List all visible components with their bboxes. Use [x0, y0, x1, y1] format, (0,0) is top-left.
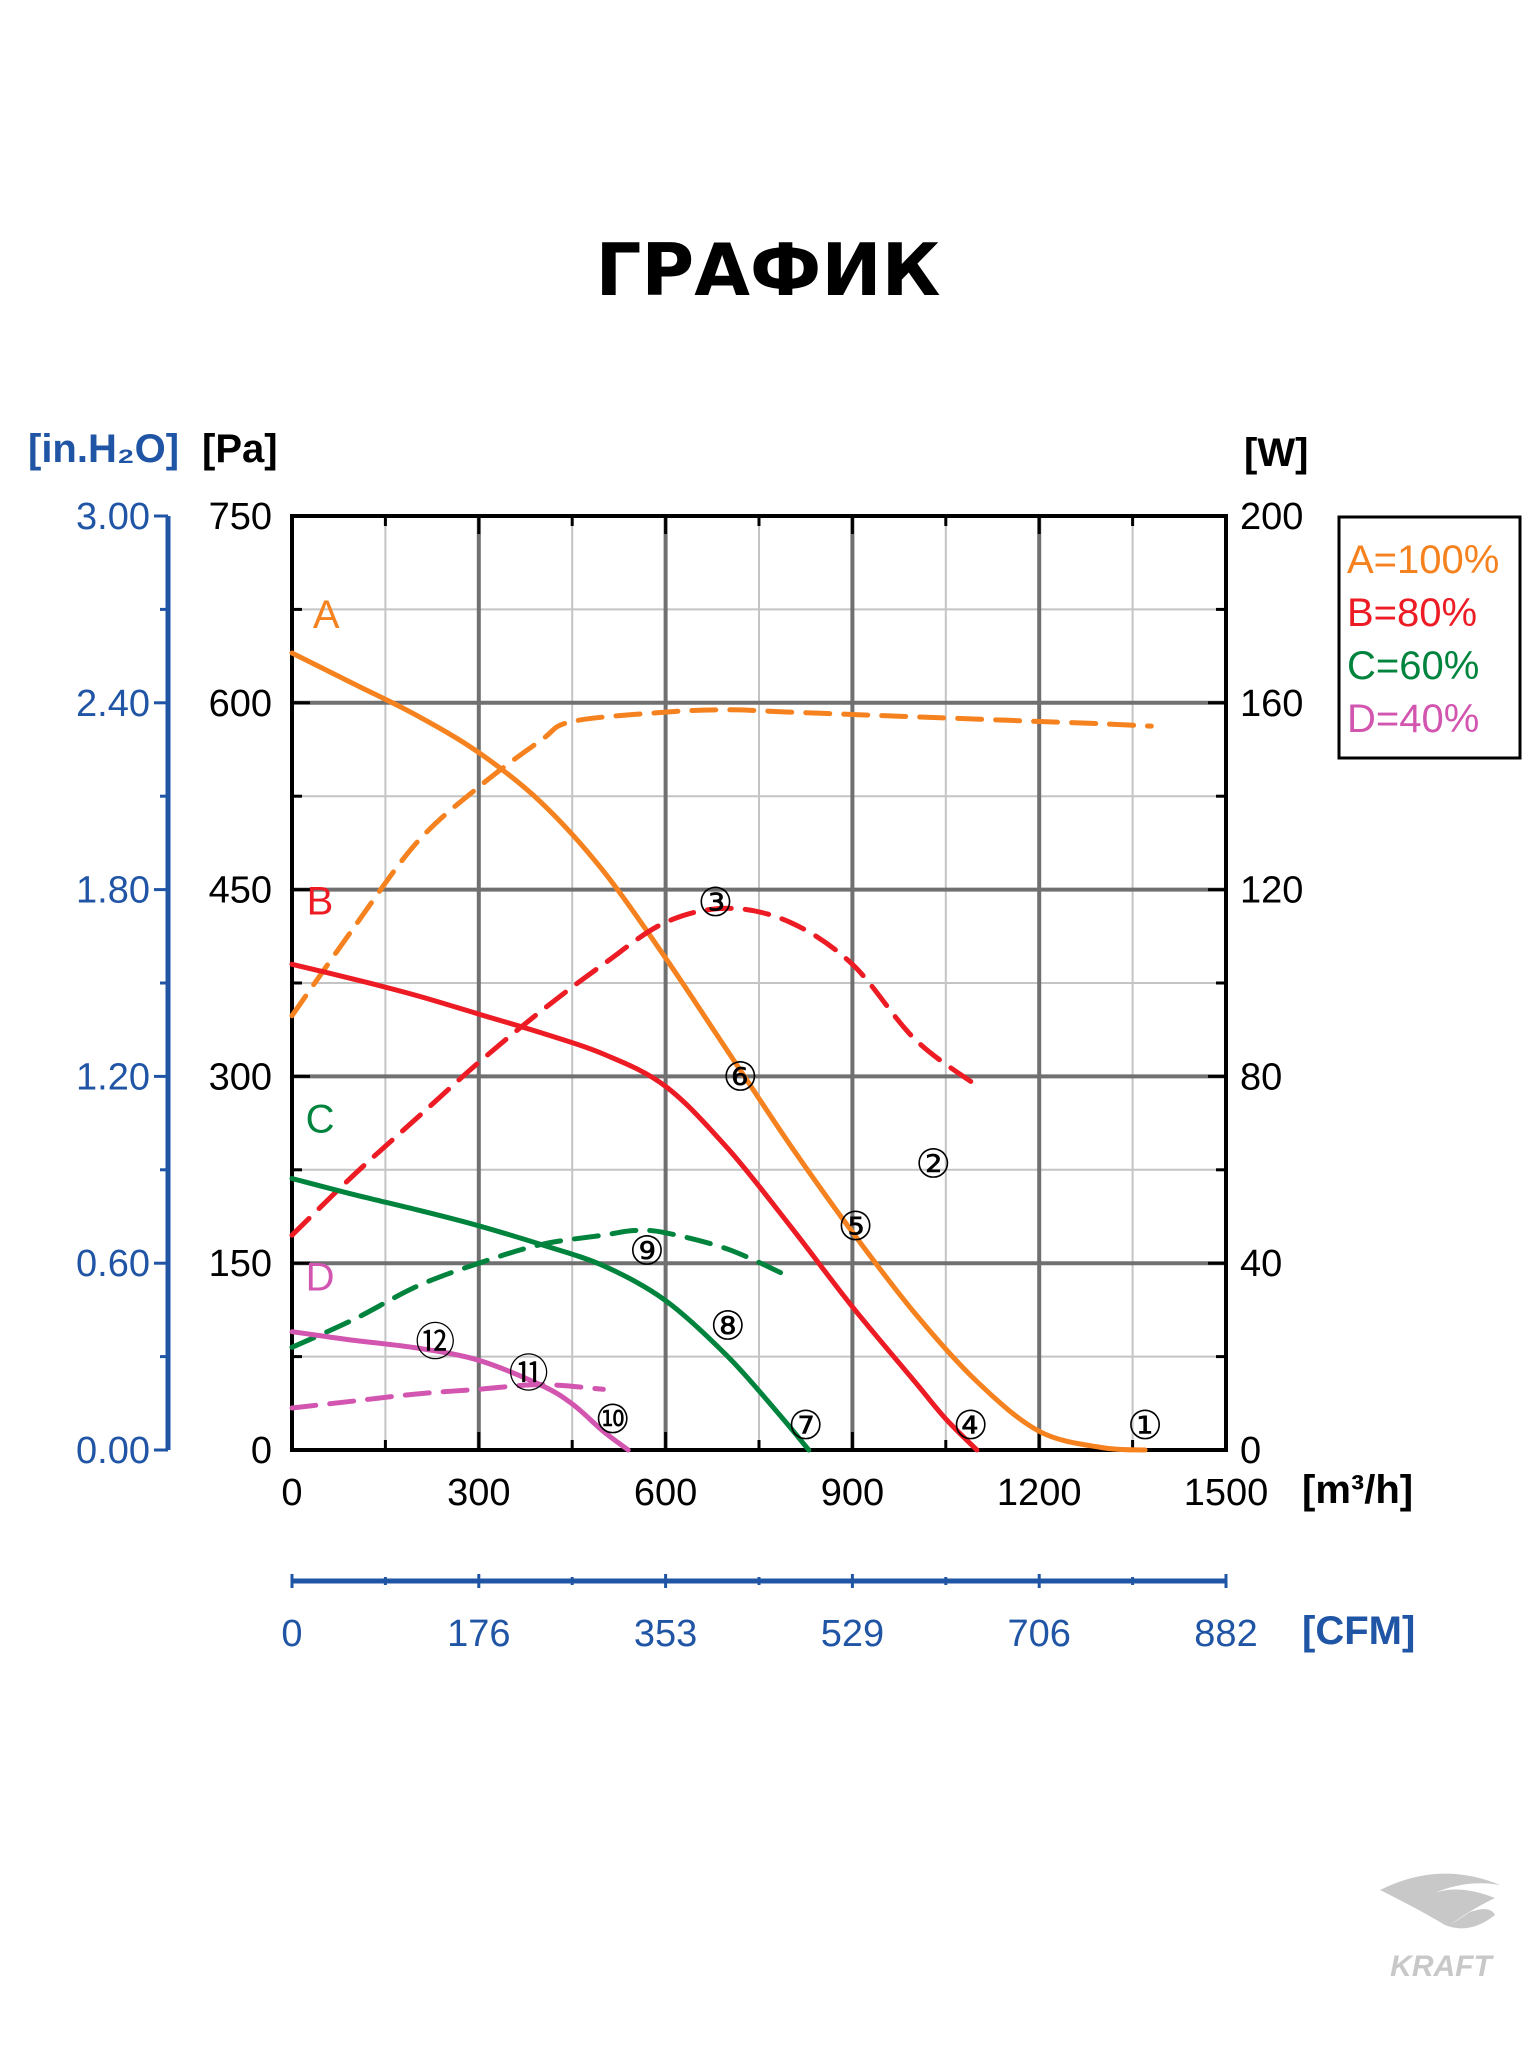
chart-title: ГРАФИК	[596, 228, 941, 312]
y2-tick-label: 40	[1240, 1243, 1282, 1285]
x-alt-tick-label: 529	[821, 1613, 884, 1655]
operating-point-marker: ⑧	[710, 1303, 746, 1349]
series-c-power-curve	[289, 1227, 793, 1350]
curve-label-a: A	[313, 593, 340, 637]
y-alt-tick-label: 0.60	[76, 1243, 150, 1285]
curve-label-b: B	[307, 880, 334, 924]
legend-item: A=100%	[1347, 538, 1499, 582]
y-tick-label: 300	[209, 1056, 272, 1098]
logo-swoosh-icon	[1380, 1873, 1500, 1929]
operating-point-marker: ⑪	[509, 1351, 549, 1397]
y2-tick-label: 120	[1240, 870, 1303, 912]
series-group	[289, 650, 1154, 1453]
x-tick-label: 0	[281, 1472, 302, 1514]
y-alt-tick-label: 1.20	[76, 1056, 150, 1098]
y-tick-label: 0	[251, 1430, 272, 1472]
operating-point-marker: ⑩	[595, 1397, 631, 1443]
legend-box	[1337, 515, 1522, 760]
operating-point-marker: ⑨	[629, 1229, 665, 1275]
y-tick-label: 450	[209, 870, 272, 912]
series-b-power-curve	[289, 905, 980, 1238]
x-alt-tick-label: 882	[1194, 1613, 1257, 1655]
y-axis-label: [Pa]	[202, 427, 278, 471]
x-tick-label: 1500	[1184, 1472, 1269, 1514]
y-tick-label: 600	[209, 683, 272, 725]
y-alt-tick-label: 1.80	[76, 870, 150, 912]
series-c-pressure-curve	[289, 1176, 812, 1453]
y-alt-tick-label: 3.00	[76, 496, 150, 538]
kraft-logo: KRAFT	[1380, 1873, 1500, 1983]
curve-label-d: D	[306, 1256, 335, 1300]
series-d-power-curve	[289, 1382, 606, 1411]
x-alt-tick-label: 0	[281, 1613, 302, 1655]
y2-axis-label: [W]	[1244, 431, 1308, 475]
legend-item: D=40%	[1347, 697, 1479, 741]
operating-point-marker: ②	[915, 1142, 951, 1188]
series-a-pressure-curve	[289, 650, 1148, 1453]
y-alt-tick-label: 0.00	[76, 1430, 150, 1472]
operating-point-marker: ①	[1127, 1403, 1163, 1449]
x-axis-label: [m³/h]	[1302, 1468, 1413, 1512]
y-tick-label: 150	[209, 1243, 272, 1285]
x-tick-label: 600	[634, 1472, 697, 1514]
x-alt-tick-label: 176	[447, 1613, 510, 1655]
operating-point-marker: ⑤	[838, 1204, 874, 1250]
series-b-pressure-curve	[289, 961, 980, 1453]
legend-item: C=60%	[1347, 644, 1479, 688]
operating-point-marker: ③	[697, 880, 733, 926]
y-tick-label: 750	[209, 496, 272, 538]
y2-tick-label: 200	[1240, 496, 1303, 538]
operating-point-marker: ⑫	[415, 1320, 455, 1366]
x-alt-axis-label: [CFM]	[1302, 1609, 1415, 1653]
legend: A=100% B=80% C=60% D=40%	[1337, 515, 1522, 760]
operating-point-marker: ⑦	[788, 1403, 824, 1449]
curve-label-c: C	[306, 1097, 335, 1141]
logo-text: KRAFT	[1390, 1950, 1494, 1983]
series-a-power-curve	[289, 707, 1154, 1019]
x-tick-label: 300	[447, 1472, 510, 1514]
legend-item: B=80%	[1347, 591, 1477, 635]
operating-point-marker: ④	[953, 1403, 989, 1449]
y-alt-axis-label: [in.H₂O]	[28, 427, 179, 471]
y2-tick-label: 0	[1240, 1430, 1261, 1472]
x-tick-label: 900	[821, 1472, 884, 1514]
series-d-pressure-curve	[289, 1329, 631, 1453]
x-alt-tick-label: 353	[634, 1613, 697, 1655]
operating-point-marker: ⑥	[722, 1054, 758, 1100]
y2-tick-label: 160	[1240, 683, 1303, 725]
y2-tick-label: 80	[1240, 1056, 1282, 1098]
grid	[292, 516, 1226, 1450]
axes: 0 150 300 450 600 750 0 40 80 120 160 200 0 300 600 900…	[76, 496, 1303, 1655]
y-alt-tick-label: 2.40	[76, 683, 150, 725]
x-alt-tick-label: 706	[1007, 1613, 1070, 1655]
x-tick-label: 1200	[997, 1472, 1082, 1514]
